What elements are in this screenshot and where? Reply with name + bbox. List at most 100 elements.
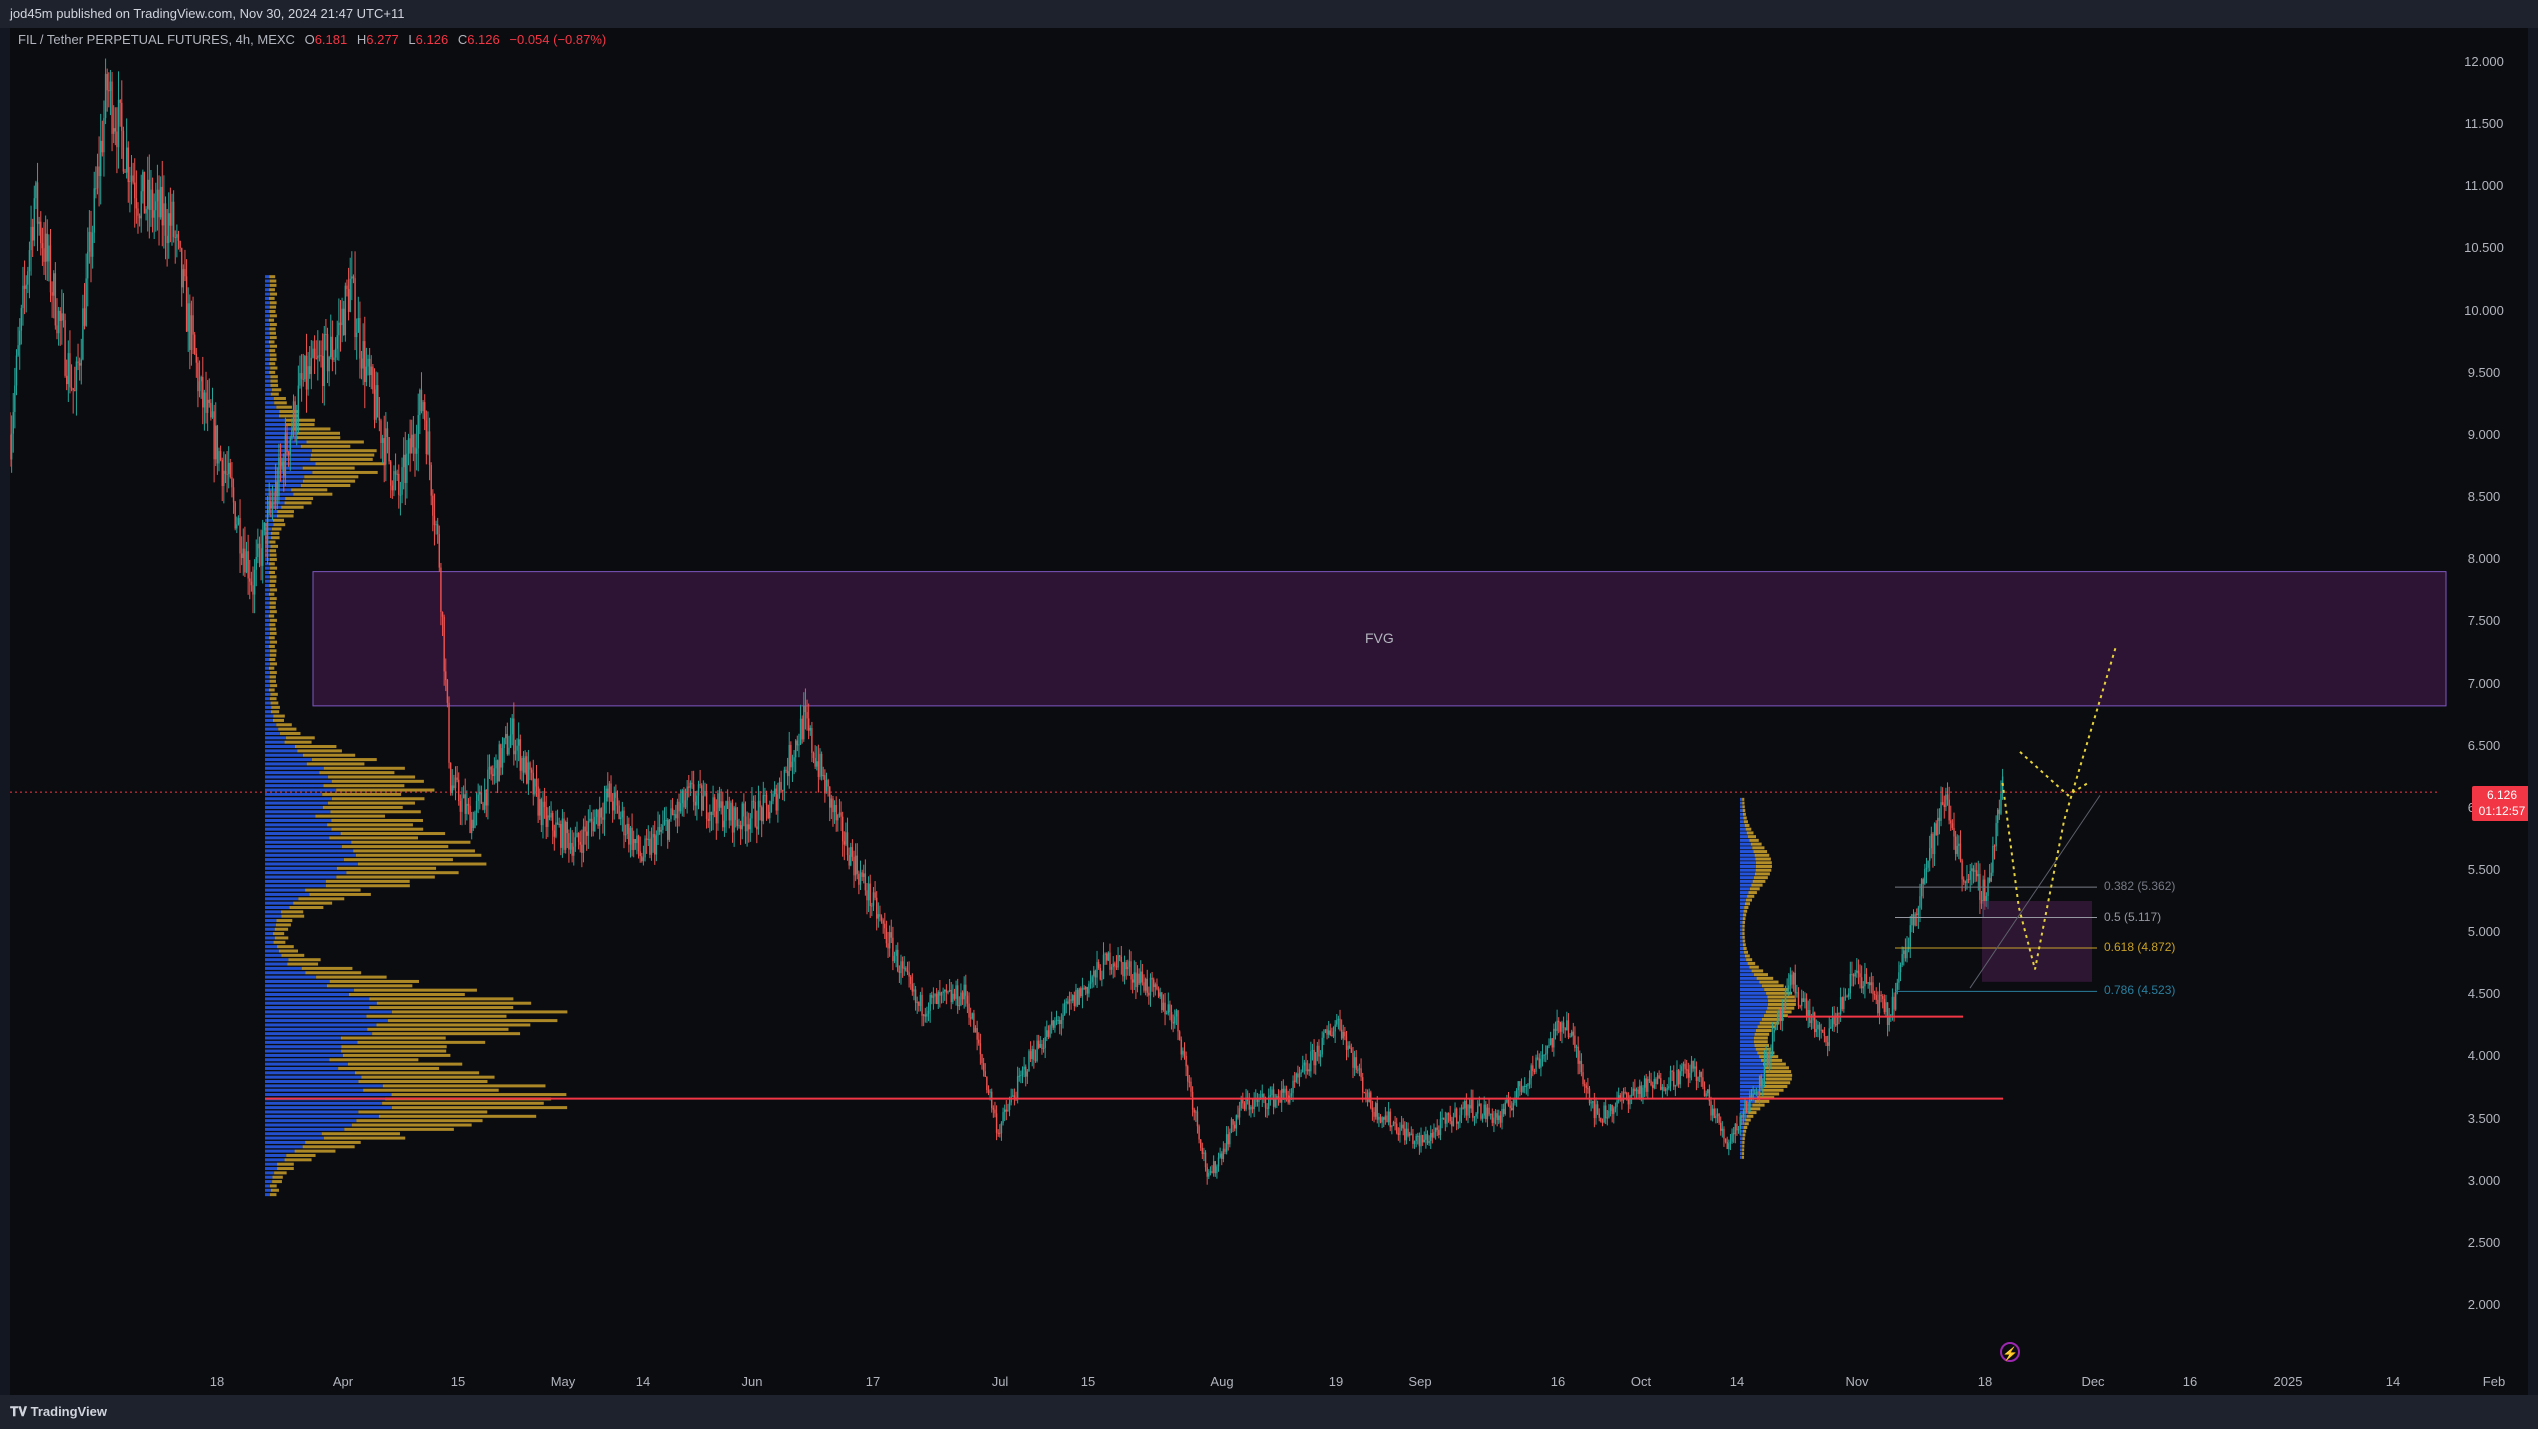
candle-body [942,991,944,994]
volume-profile-bar [284,1158,312,1162]
chart-frame[interactable]: FIL / Tether PERPETUAL FUTURES, 4h, MEXC… [10,28,2528,1395]
volume-profile-bar [271,536,280,540]
candle-body [786,771,789,777]
symbol-name[interactable]: FIL / Tether PERPETUAL FUTURES, 4h, MEXC [18,32,295,47]
volume-profile-bar [1759,1092,1780,1096]
volume-profile-bar [1740,980,1760,984]
volume-profile-bar [276,723,292,727]
candle-body [832,798,834,813]
candle-body [206,399,209,413]
candle-body [1877,999,1879,1014]
volume-profile-bar [1755,1047,1772,1051]
candle-body [1648,1079,1651,1081]
candle-body [984,1071,986,1077]
candle-body [1567,1020,1570,1038]
candle-body [318,355,321,357]
volume-profile-bar [355,853,482,857]
candle-body [87,251,89,279]
candle-body [885,928,888,944]
volume-profile-bar [268,318,275,322]
volume-profile-bar [270,588,277,592]
volume-profile-bar [265,375,271,379]
candle-body [986,1076,988,1091]
candle-body [1721,1128,1724,1131]
volume-profile-bar [281,910,304,914]
volume-profile-bar [265,1158,285,1162]
candle-body [1295,1073,1297,1082]
candle-body [1120,956,1123,963]
candle-body [1984,879,1986,907]
candle-body [1020,1075,1022,1077]
candle-body [1833,1016,1835,1025]
candle-body [1849,974,1852,994]
candle-body [1472,1098,1474,1118]
volume-profile-bar [1744,905,1749,909]
candle-body [976,1027,978,1040]
price-chart[interactable] [10,28,2528,1395]
candle-body [608,783,611,798]
volume-profile-bar [356,1119,483,1123]
candle-body [1671,1070,1673,1072]
candle-body [895,949,897,956]
candle-body [595,809,598,817]
price-axis[interactable]: 12.000 11.500 11.000 10.500 10.000 9.500 9.000… [2440,28,2528,1395]
candle-body [1060,1020,1063,1024]
candle-body [263,522,266,531]
candle-body [1770,1053,1772,1059]
candle-body [1086,987,1088,994]
candle-body [1929,848,1931,861]
volume-profile-bar [265,370,270,374]
candle-body [950,989,952,1003]
candle-body [1771,1032,1774,1054]
volume-profile-bar [1752,879,1766,883]
candle-body [103,118,105,153]
candle-body [1025,1066,1027,1077]
candle-body [346,285,348,289]
candle-body [1969,870,1971,880]
candle-body [1676,1069,1678,1086]
candle-body [375,385,377,420]
candle-body [1525,1085,1528,1087]
flash-icon[interactable]: ⚡ [2000,1342,2020,1362]
candle-body [537,786,539,816]
volume-profile-bar [1740,831,1747,835]
candle-body [587,821,590,836]
candle-body [1964,881,1967,883]
candle-body [255,556,257,570]
volume-profile-bar [1742,809,1746,813]
candle-body [1707,1089,1709,1094]
volume-profile-bar [369,1006,514,1010]
volume-profile-bar [322,805,403,809]
candle-body [686,786,688,801]
candle-body [1431,1132,1434,1138]
volume-profile-bar [269,301,277,305]
candle-body [226,473,228,475]
candle-body [307,366,309,390]
candle-body [1927,860,1929,868]
candle-body [1298,1073,1301,1078]
candle-body [1489,1113,1492,1115]
candle-body [281,461,283,467]
volume-profile-bar [346,871,459,875]
candle-body [130,175,133,181]
candle-body [631,827,633,851]
candle-body [415,448,418,454]
volume-profile-bar [1754,1032,1770,1036]
candle-body [1992,845,1994,873]
volume-profile-bar [265,1010,392,1014]
candle-body [244,548,246,573]
tradingview-logo[interactable]: 𝐓𝐕 TradingView [10,1395,107,1429]
candle-body [96,166,99,189]
candle-body [744,816,747,832]
time-axis[interactable]: 18 Apr 15 May 14 Jun 17 Jul 15 Aug 19 Sep 16 Oct 14 Nov… [10,1368,2505,1395]
candle-body [195,353,197,363]
candle-body [1415,1135,1417,1141]
candle-body [1083,987,1085,990]
candle-body [62,313,65,321]
candle-body [1174,1016,1176,1024]
candle-body [1446,1113,1448,1124]
volume-profile-bar [1747,961,1756,965]
candle-body [1195,1111,1197,1113]
volume-profile-bar [273,523,286,527]
candle-body [1603,1105,1605,1123]
